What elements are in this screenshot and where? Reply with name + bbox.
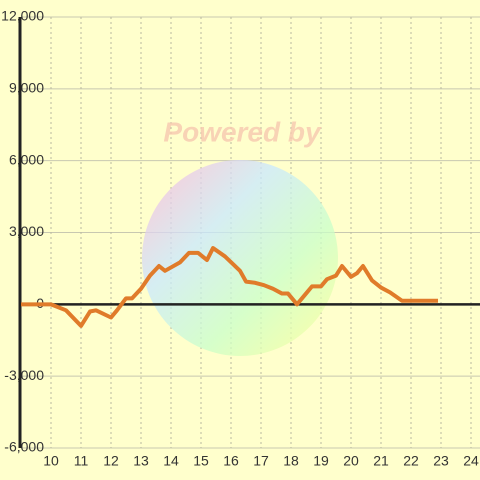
x-tick-label: 24	[463, 453, 479, 469]
y-tick-label: 12,000	[1, 8, 44, 24]
x-tick-label: 19	[313, 453, 329, 469]
y-tick-label: 6,000	[9, 151, 44, 167]
data-line	[21, 246, 438, 328]
x-tick-label: 23	[433, 453, 449, 469]
y-tick-label: -6,000	[4, 439, 44, 455]
x-tick-label: 17	[253, 453, 269, 469]
y-tick-label: 9,000	[9, 80, 44, 96]
x-tick-label: 14	[163, 453, 179, 469]
y-tick-label: -3,000	[4, 367, 44, 383]
x-tick-label: 10	[43, 453, 59, 469]
x-tick-label: 22	[403, 453, 419, 469]
x-tick-label: 12	[103, 453, 119, 469]
x-tick-label: 21	[373, 453, 389, 469]
x-tick-label: 18	[283, 453, 299, 469]
watermark-text: Powered by	[163, 116, 322, 147]
x-tick-label: 16	[223, 453, 239, 469]
watermark-logo	[142, 160, 338, 356]
x-tick-label: 20	[343, 453, 359, 469]
y-tick-label: 3,000	[9, 223, 44, 239]
x-tick-label: 15	[193, 453, 209, 469]
x-tick-label: 11	[74, 453, 89, 469]
x-tick-label: 13	[133, 453, 149, 469]
